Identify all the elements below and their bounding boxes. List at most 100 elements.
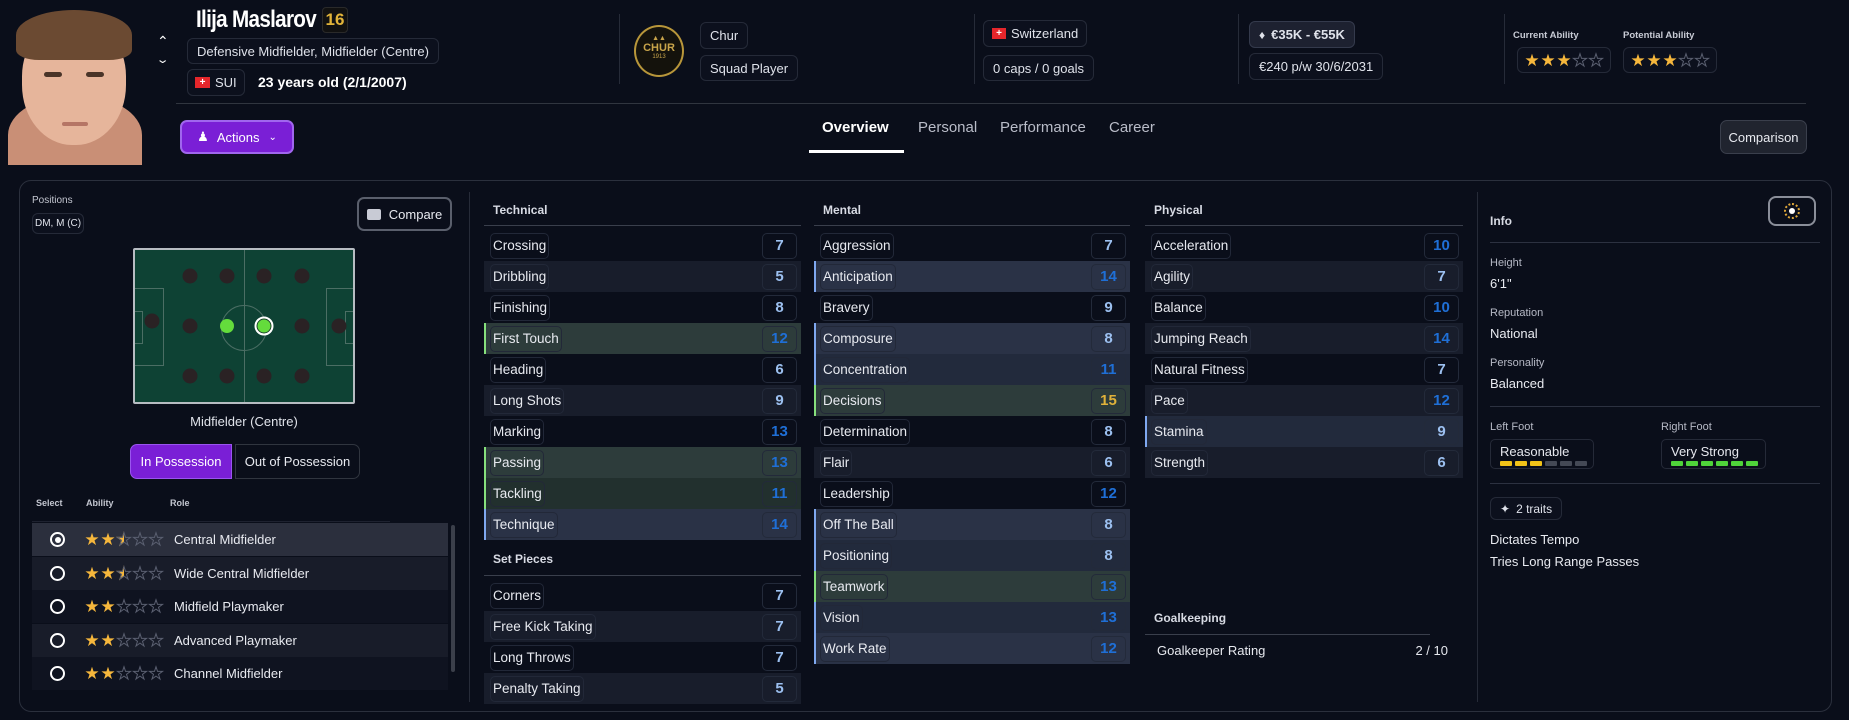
actions-button[interactable]: ♟ Actions ⌄ [180,120,294,154]
next-player-button[interactable]: ⌄ [155,54,170,66]
attribute-row-finishing[interactable]: Finishing 8 [484,292,801,323]
attribute-row-penalty-taking[interactable]: Penalty Taking 5 [484,673,801,704]
pitch-position-mr[interactable] [256,368,272,384]
reputation-label: Reputation [1490,307,1544,319]
attribute-row-pace[interactable]: Pace 12 [1145,385,1463,416]
attribute-row-decisions[interactable]: Decisions 15 [814,385,1130,416]
roles-header-select: Select [36,498,63,508]
attribute-row-heading[interactable]: Heading 6 [484,354,801,385]
mental-title: Mental [823,203,862,217]
comparison-button[interactable]: Comparison [1720,120,1807,154]
attribute-row-acceleration[interactable]: Acceleration 10 [1145,230,1463,261]
attribute-row-strength[interactable]: Strength 6 [1145,447,1463,478]
in-possession-toggle[interactable]: In Possession [130,444,232,479]
attribute-row-determination[interactable]: Determination 8 [814,416,1130,447]
attribute-row-composure[interactable]: Composure 8 [814,323,1130,354]
tab-overview[interactable]: Overview [822,119,889,136]
pitch-position-amr[interactable] [294,368,310,384]
attribute-name: Technique [490,511,558,538]
tab-career[interactable]: Career [1109,119,1155,136]
attribute-row-balance[interactable]: Balance 10 [1145,292,1463,323]
physical-divider [1145,225,1463,226]
nation-link[interactable]: + Switzerland [983,20,1088,47]
role-radio[interactable] [50,565,65,581]
attribute-name: Vision [820,604,863,631]
attribute-row-flair[interactable]: Flair 6 [814,447,1130,478]
attribute-row-teamwork[interactable]: Teamwork 13 [814,571,1130,602]
attribute-row-jumping-reach[interactable]: Jumping Reach 14 [1145,323,1463,354]
attribute-row-bravery[interactable]: Bravery 9 [814,292,1130,323]
pitch-position-dml[interactable] [219,268,235,284]
tab-personal[interactable]: Personal [918,119,978,136]
attribute-value: 8 [762,294,797,321]
current-ability-label: Current Ability [1513,30,1579,41]
traits-button[interactable]: ✦ 2 traits [1490,497,1563,520]
attribute-row-crossing[interactable]: Crossing 7 [484,230,801,261]
attribute-row-corners[interactable]: Corners 7 [484,580,801,611]
attribute-name: Crossing [490,232,550,259]
attribute-row-aggression[interactable]: Aggression 7 [814,230,1130,261]
attribute-row-vision[interactable]: Vision 13 [814,602,1130,633]
attribute-row-long-shots[interactable]: Long Shots 9 [484,385,801,416]
attribute-name: Balance [1151,294,1206,321]
pitch-position-amc[interactable] [294,318,310,334]
set-pieces-attributes: Corners 7 Free Kick Taking 7 Long Throws 7 Pen… [484,580,801,704]
pitch-position-gk[interactable] [144,313,160,329]
attribute-row-passing[interactable]: Passing 13 [484,447,801,478]
pitch-position-aml[interactable] [294,268,310,284]
attribute-value: 7 [1424,356,1459,383]
role-row[interactable]: ★ ★ ★ ★ ★ Advanced Playmaker [32,623,448,657]
role-row[interactable]: ★ ★ ★ ★ ★ Midfield Playmaker [32,590,448,623]
pitch-position-st[interactable] [331,318,347,334]
attribute-row-work-rate[interactable]: Work Rate 12 [814,633,1130,664]
attribute-name: Teamwork [820,573,888,600]
attribute-row-leadership[interactable]: Leadership 12 [814,478,1130,509]
info-divider [1490,406,1820,407]
attribute-value: 10 [1424,232,1459,259]
roles-header-divider [32,521,390,522]
tab-performance[interactable]: Performance [1000,119,1086,136]
role-name: Channel Midfielder [174,666,283,681]
attribute-row-tackling[interactable]: Tackling 11 [484,478,801,509]
attribute-row-off-the-ball[interactable]: Off The Ball 8 [814,509,1130,540]
pitch-position-dr[interactable] [182,368,198,384]
attribute-row-anticipation[interactable]: Anticipation 14 [814,261,1130,292]
previous-player-button[interactable]: ⌃ [157,33,169,49]
role-radio[interactable] [50,532,65,547]
attribute-row-long-throws[interactable]: Long Throws 7 [484,642,801,673]
role-radio[interactable] [50,666,65,681]
foot-bar [1731,461,1743,466]
role-radio[interactable] [50,599,65,614]
pitch-position-dmr[interactable] [219,368,235,384]
role-row[interactable]: ★ ★ ★ ★ ★ Central Midfielder [32,523,448,556]
compare-button[interactable]: Compare [357,197,452,231]
star-icon: ★ [148,630,164,650]
attribute-value: 13 [762,449,797,476]
attribute-row-technique[interactable]: Technique 14 [484,509,801,540]
pitch-position-dc[interactable] [182,318,198,334]
role-row[interactable]: ★ ★ ★ ★ ★ Channel Midfielder [32,657,448,690]
attribute-row-concentration[interactable]: Concentration 11 [814,354,1130,385]
roles-scrollbar[interactable] [451,525,455,672]
pitch-position-dl[interactable] [182,268,198,284]
attribute-row-dribbling[interactable]: Dribbling 5 [484,261,801,292]
pitch-position-dm[interactable] [220,319,234,333]
attribute-row-natural-fitness[interactable]: Natural Fitness 7 [1145,354,1463,385]
club-name-link[interactable]: Chur [700,22,749,49]
attribute-row-first-touch[interactable]: First Touch 12 [484,323,801,354]
attribute-name: Off The Ball [820,511,897,538]
attribute-row-free-kick-taking[interactable]: Free Kick Taking 7 [484,611,801,642]
pitch-position-ml[interactable] [256,268,272,284]
transfer-value-pill[interactable]: ♦ €35K - €55K [1249,21,1355,48]
role-row[interactable]: ★ ★ ★ ★ ★ Wide Central Midfielder [32,556,448,590]
foot-bar [1716,461,1728,466]
attribute-row-stamina[interactable]: Stamina 9 [1145,416,1463,447]
attribute-row-positioning[interactable]: Positioning 8 [814,540,1130,571]
pitch-position-mc[interactable] [254,316,274,336]
out-of-possession-toggle[interactable]: Out of Possession [235,444,360,479]
star-icon: ★ [132,664,148,683]
role-radio[interactable] [50,632,65,648]
player-roles-wheel-button[interactable] [1768,196,1816,226]
attribute-row-agility[interactable]: Agility 7 [1145,261,1463,292]
attribute-row-marking[interactable]: Marking 13 [484,416,801,447]
